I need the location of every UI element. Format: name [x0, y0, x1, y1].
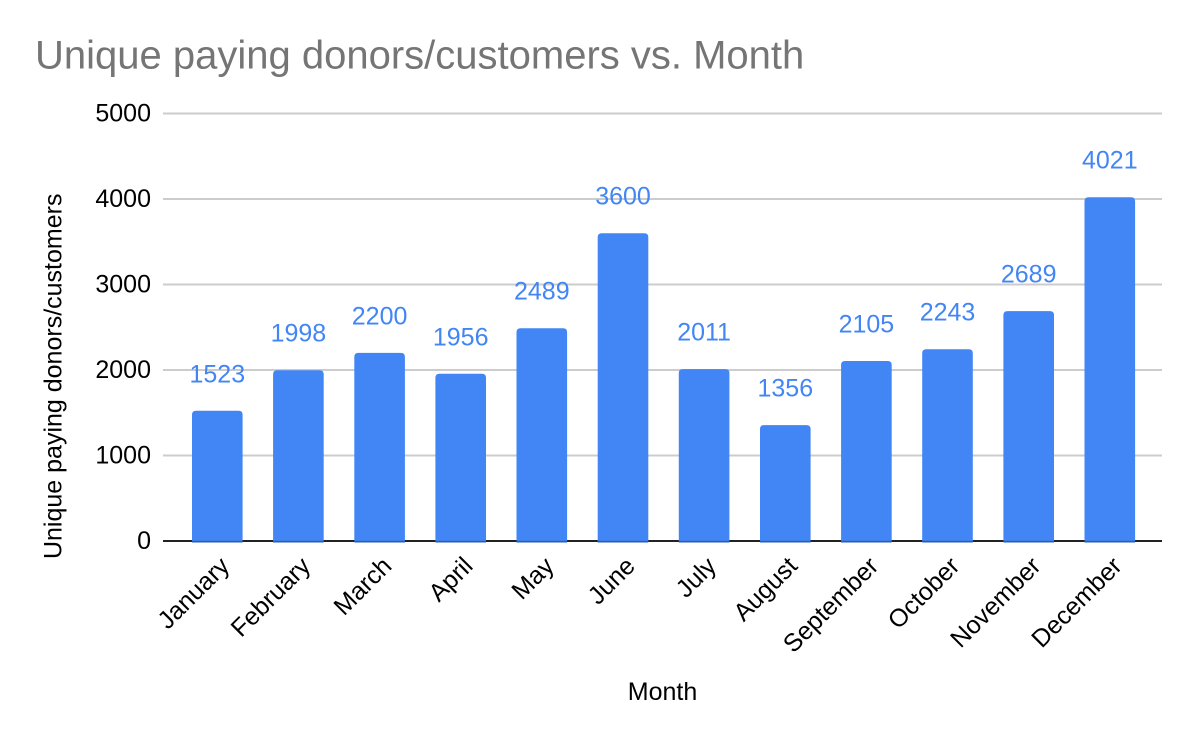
svg-text:3000: 3000	[95, 271, 151, 299]
svg-text:1523: 1523	[189, 360, 245, 388]
svg-text:0: 0	[137, 527, 151, 555]
svg-text:2689: 2689	[1001, 261, 1057, 289]
svg-text:1998: 1998	[271, 320, 327, 348]
svg-text:Unique paying donors/customers: Unique paying donors/customers	[40, 194, 68, 559]
svg-text:2000: 2000	[95, 356, 151, 384]
svg-text:2200: 2200	[352, 302, 408, 330]
svg-text:2489: 2489	[514, 278, 570, 306]
svg-text:2011: 2011	[677, 319, 731, 347]
svg-text:3600: 3600	[595, 183, 651, 211]
svg-text:1956: 1956	[433, 323, 489, 351]
svg-text:2243: 2243	[920, 299, 976, 327]
svg-text:Month: Month	[628, 678, 697, 706]
svg-text:4021: 4021	[1082, 147, 1138, 175]
svg-text:Unique paying donors/customers: Unique paying donors/customers vs. Month	[35, 34, 804, 78]
svg-text:1000: 1000	[95, 442, 151, 470]
svg-text:4000: 4000	[95, 185, 151, 213]
svg-text:1356: 1356	[757, 375, 813, 403]
svg-text:2105: 2105	[839, 311, 895, 339]
svg-text:5000: 5000	[95, 100, 151, 128]
